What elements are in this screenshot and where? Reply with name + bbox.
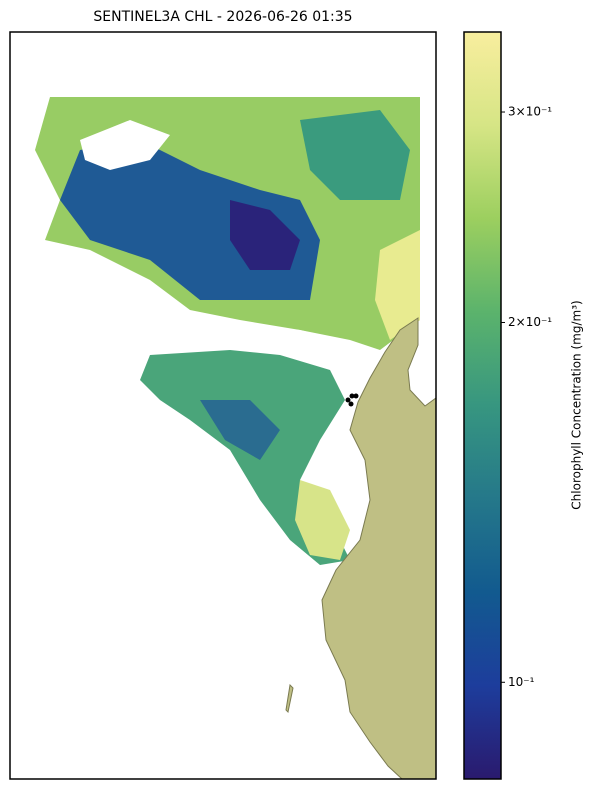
station-markers bbox=[345, 393, 359, 407]
chlorophyll-field bbox=[230, 200, 300, 270]
colorbar bbox=[463, 31, 502, 780]
map-title: SENTINEL3A CHL - 2026-06-26 01:35 bbox=[93, 9, 352, 25]
cloud-gap bbox=[80, 120, 170, 170]
colorbar-label: Chlorophyll Concentration (mg/m³) bbox=[570, 300, 584, 509]
colorbar-tick-label: 10⁻¹ bbox=[508, 675, 535, 689]
chlorophyll-field bbox=[200, 400, 280, 460]
cloud-gap bbox=[200, 320, 360, 380]
map-frame bbox=[9, 31, 437, 780]
station-marker bbox=[345, 397, 351, 403]
chlorophyll-field bbox=[375, 230, 420, 340]
colorbar-tick-label: 3×10⁻¹ bbox=[508, 105, 552, 119]
station-marker bbox=[349, 393, 355, 399]
island bbox=[285, 683, 294, 714]
land bbox=[321, 317, 437, 780]
chlorophyll-field bbox=[300, 110, 410, 200]
station-marker bbox=[348, 401, 354, 407]
chlorophyll-field bbox=[295, 480, 350, 560]
map-area bbox=[9, 31, 437, 780]
colorbar-tick-label: 2×10⁻¹ bbox=[508, 315, 552, 329]
station-marker bbox=[353, 393, 359, 399]
